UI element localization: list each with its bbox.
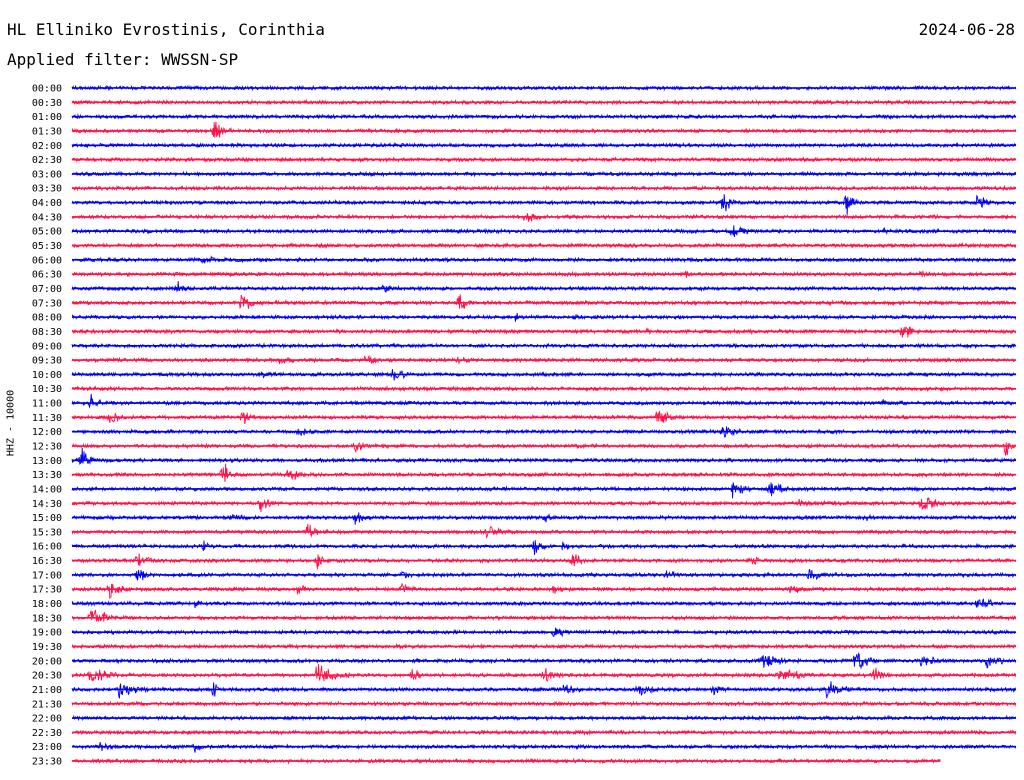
row-time-label: 10:00 bbox=[32, 370, 62, 381]
row-time-label: 02:00 bbox=[32, 141, 62, 152]
row-labels: 00:00 00:30 01:00 01:30 02:00 02:30 03:00 03:30… bbox=[32, 84, 62, 768]
station-title: HL Elliniko Evrostinis, Corinthia bbox=[7, 20, 325, 39]
row-time-label: 15:30 bbox=[32, 527, 62, 538]
row-time-label: 01:00 bbox=[32, 112, 62, 123]
trace-row bbox=[71, 512, 1017, 525]
row-time-label: 03:30 bbox=[32, 184, 62, 195]
trace-row bbox=[71, 447, 1017, 465]
trace-row bbox=[71, 540, 1017, 556]
row-time-label: 21:00 bbox=[32, 685, 62, 696]
row-time-label: 10:30 bbox=[32, 384, 62, 395]
row-time-label: 22:30 bbox=[32, 728, 62, 739]
row-time-label: 22:00 bbox=[32, 714, 62, 725]
row-time-label: 04:30 bbox=[32, 212, 62, 223]
row-time-label: 18:00 bbox=[32, 599, 62, 610]
row-time-label: 17:00 bbox=[32, 570, 62, 581]
row-time-label: 12:00 bbox=[32, 427, 62, 438]
trace-row bbox=[71, 463, 1016, 483]
row-time-label: 06:30 bbox=[32, 270, 62, 281]
row-time-label: 00:00 bbox=[32, 84, 62, 95]
row-time-label: 01:30 bbox=[32, 126, 62, 137]
row-time-label: 00:30 bbox=[32, 98, 62, 109]
row-time-label: 08:30 bbox=[32, 327, 62, 338]
row-time-label: 07:00 bbox=[32, 284, 62, 295]
trace-row bbox=[71, 441, 1016, 456]
row-time-label: 06:00 bbox=[32, 255, 62, 266]
row-time-label: 07:30 bbox=[32, 298, 62, 309]
row-time-label: 18:30 bbox=[32, 613, 62, 624]
trace-row bbox=[71, 294, 1017, 310]
trace-row bbox=[71, 393, 1017, 409]
row-time-label: 16:30 bbox=[32, 556, 62, 567]
row-time-label: 17:30 bbox=[32, 585, 62, 596]
row-time-label: 14:30 bbox=[32, 499, 62, 510]
row-time-label: 05:00 bbox=[32, 227, 62, 238]
row-time-label: 11:30 bbox=[32, 413, 62, 424]
row-time-label: 12:30 bbox=[32, 442, 62, 453]
trace-row bbox=[71, 497, 1016, 513]
seismic-traces bbox=[71, 84, 1017, 765]
trace-row bbox=[71, 583, 1017, 600]
row-time-label: 15:00 bbox=[32, 513, 62, 524]
row-time-label: 09:00 bbox=[32, 341, 62, 352]
row-time-label: 14:00 bbox=[32, 484, 62, 495]
trace-row bbox=[71, 281, 1016, 293]
row-time-label: 23:30 bbox=[32, 757, 62, 768]
trace-row bbox=[71, 184, 1016, 192]
trace-row bbox=[71, 609, 1017, 623]
row-time-label: 04:00 bbox=[32, 198, 62, 209]
row-time-label: 13:30 bbox=[32, 470, 62, 481]
row-time-label: 16:00 bbox=[32, 542, 62, 553]
row-time-label: 19:00 bbox=[32, 628, 62, 639]
row-time-label: 08:00 bbox=[32, 313, 62, 324]
trace-row bbox=[71, 121, 1017, 138]
row-time-label: 23:00 bbox=[32, 742, 62, 753]
row-time-label: 21:30 bbox=[32, 699, 62, 710]
filter-label: Applied filter: WWSSN-SP bbox=[7, 50, 239, 69]
trace-row bbox=[71, 553, 1017, 570]
row-time-label: 11:00 bbox=[32, 399, 62, 410]
row-time-label: 13:00 bbox=[32, 456, 62, 467]
trace-row bbox=[71, 194, 1017, 215]
row-time-label: 20:00 bbox=[32, 656, 62, 667]
trace-row bbox=[71, 482, 1017, 499]
row-time-label: 20:30 bbox=[32, 671, 62, 682]
row-time-label: 19:30 bbox=[32, 642, 62, 653]
trace-row bbox=[71, 523, 1017, 539]
row-time-label: 05:30 bbox=[32, 241, 62, 252]
row-time-label: 03:00 bbox=[32, 169, 62, 180]
record-date: 2024-06-28 bbox=[918, 20, 1015, 39]
row-time-label: 02:30 bbox=[32, 155, 62, 166]
trace-row bbox=[71, 663, 1017, 682]
row-time-label: 09:30 bbox=[32, 356, 62, 367]
trace-row bbox=[71, 326, 1017, 338]
